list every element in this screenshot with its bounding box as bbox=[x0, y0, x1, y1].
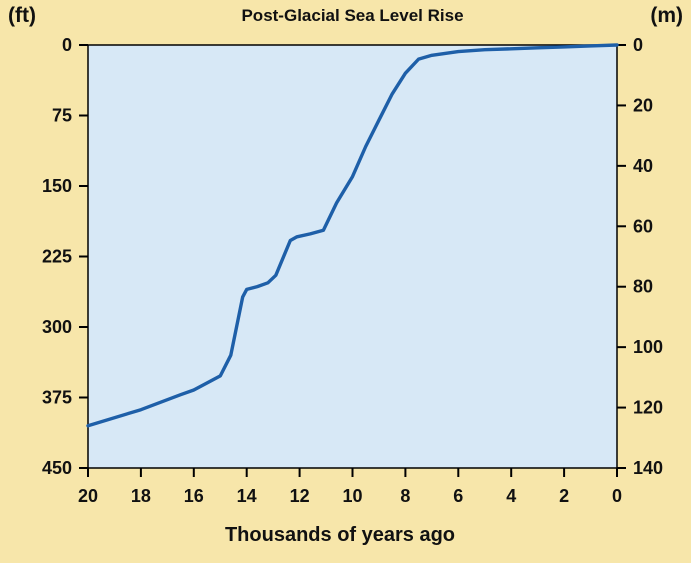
chart-title: Post-Glacial Sea Level Rise bbox=[241, 6, 464, 25]
right-axis-tick-label: 60 bbox=[633, 216, 653, 236]
x-axis-tick-label: 14 bbox=[237, 486, 257, 506]
x-axis-tick-label: 2 bbox=[559, 486, 569, 506]
x-axis-tick-label: 6 bbox=[453, 486, 463, 506]
right-axis-tick-label: 20 bbox=[633, 95, 653, 115]
x-axis-tick-label: 12 bbox=[290, 486, 310, 506]
sea-level-line bbox=[86, 43, 619, 428]
x-axis-tick-label: 18 bbox=[131, 486, 151, 506]
right-axis-tick-label: 0 bbox=[633, 35, 643, 55]
x-axis-tick-label: 4 bbox=[506, 486, 516, 506]
right-axis-tick-label: 80 bbox=[633, 277, 653, 297]
x-axis-tick-label: 20 bbox=[78, 486, 98, 506]
right-axis-tick-label: 40 bbox=[633, 156, 653, 176]
left-axis-unit-label: (ft) bbox=[8, 4, 36, 27]
left-axis-tick-label: 0 bbox=[62, 35, 72, 55]
left-axis-tick-label: 300 bbox=[42, 317, 72, 337]
left-axis-tick-label: 450 bbox=[42, 458, 72, 478]
right-axis-tick-label: 100 bbox=[633, 337, 663, 357]
right-axis-unit-label: (m) bbox=[650, 4, 683, 27]
x-axis-tick-label: 8 bbox=[400, 486, 410, 506]
x-axis-tick-label: 16 bbox=[184, 486, 204, 506]
x-axis-tick-label: 10 bbox=[342, 486, 362, 506]
x-axis-title: Thousands of years ago bbox=[224, 524, 456, 546]
left-axis-tick-label: 225 bbox=[42, 247, 72, 267]
left-axis-tick-label: 75 bbox=[52, 106, 72, 126]
plot-area bbox=[87, 44, 618, 469]
x-axis-tick-label: 0 bbox=[612, 486, 622, 506]
right-axis-tick-label: 140 bbox=[633, 458, 663, 478]
left-axis-tick-label: 375 bbox=[42, 388, 72, 408]
right-axis-tick-label: 120 bbox=[633, 398, 663, 418]
left-axis-tick-label: 150 bbox=[42, 176, 72, 196]
